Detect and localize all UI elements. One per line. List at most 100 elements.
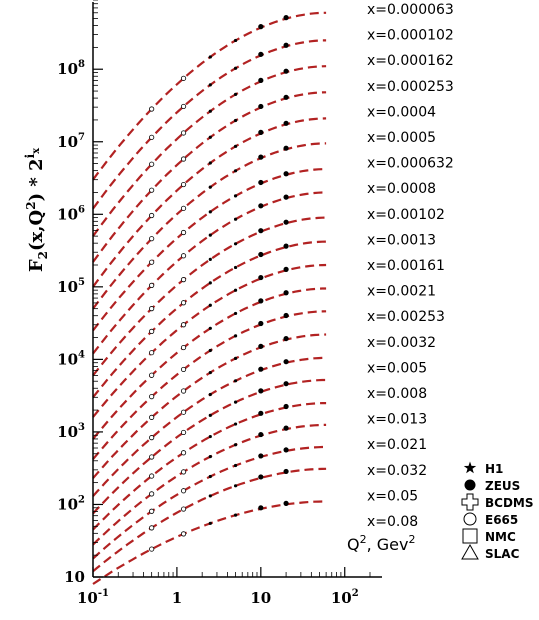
h1-point [208, 474, 212, 479]
legend-label: SLAC [485, 547, 520, 561]
zeus-point [258, 77, 264, 83]
e665-point [149, 508, 155, 514]
zeus-point [258, 51, 264, 57]
zeus-point [258, 154, 264, 160]
h1-point [208, 494, 212, 498]
legend-label: ZEUS [485, 479, 520, 493]
zeus-point [283, 266, 289, 272]
zeus-point [283, 145, 289, 151]
e665-point [149, 372, 155, 378]
curve-label: x=0.0013 [367, 232, 436, 248]
e665-point [180, 75, 187, 81]
e665-point [180, 469, 187, 475]
curve-label: x=0.05 [367, 488, 418, 504]
h1-point [233, 484, 238, 488]
h1-point [208, 413, 212, 417]
e665-point [180, 130, 187, 136]
e665-point [149, 491, 155, 497]
e665-point [149, 134, 155, 140]
h1-point [233, 92, 238, 97]
h1-point [208, 281, 212, 285]
y-tick-label: 10 [64, 568, 85, 586]
h1-point [208, 348, 212, 353]
h1-point [233, 217, 238, 221]
zeus-point [283, 335, 289, 342]
h1-point [208, 434, 212, 439]
e665-point [180, 429, 187, 436]
e665-point [180, 181, 187, 188]
h1-point [233, 288, 238, 292]
y-tick-label: 107 [57, 132, 85, 151]
zeus-point [258, 343, 264, 349]
zeus-point [283, 403, 289, 410]
zeus-point [258, 366, 264, 372]
curve-label: x=0.00102 [367, 207, 445, 223]
y-ticks: 10 102 103 104 105 106 107 108 [57, 0, 103, 586]
curve-label: x=0.000632 [367, 156, 454, 172]
zeus-point [283, 194, 289, 200]
h1-point [208, 109, 212, 113]
h1-point [233, 334, 238, 338]
zeus-point [258, 228, 264, 234]
e665-point [149, 394, 155, 400]
bcdms-marker-icon [461, 493, 479, 511]
y-tick-label: 104 [57, 349, 85, 368]
e665-point [180, 366, 187, 373]
curve-label: x=0.000102 [367, 28, 454, 44]
e665-point [149, 282, 155, 288]
zeus-point [283, 447, 289, 453]
e665-point [149, 328, 155, 334]
e665-point [180, 531, 187, 537]
h1-point [233, 144, 238, 148]
h1-point [208, 135, 212, 139]
h1-point [233, 38, 238, 43]
h1-point [233, 118, 238, 123]
e665-marker-icon [463, 512, 477, 526]
x-tick-label: 10-1 [77, 588, 109, 607]
y-tick-label: 105 [57, 277, 85, 296]
axes: 10 102 103 104 105 106 107 108 10-1 1 10 102 [57, 0, 382, 607]
e665-point [180, 205, 187, 211]
zeus-point [283, 359, 289, 365]
e665-point [149, 306, 155, 312]
model-curve [92, 240, 327, 398]
h1-point [208, 303, 212, 307]
zeus-point [258, 453, 264, 459]
curve-label: x=0.008 [367, 386, 427, 402]
curve-label: x=0.00161 [367, 258, 445, 274]
h1-point [208, 257, 212, 262]
x-tick-label: 102 [331, 588, 359, 607]
model-curve [92, 467, 327, 573]
e665-point [149, 414, 155, 420]
zeus-marker-icon [464, 479, 476, 491]
data-points [149, 15, 289, 552]
zeus-point [283, 468, 289, 475]
h1-point [233, 513, 238, 517]
h1-point [208, 210, 212, 214]
zeus-point [258, 274, 264, 281]
e665-point [149, 236, 155, 242]
zeus-point [283, 219, 289, 225]
h1-point [208, 83, 212, 87]
h1-point [208, 161, 212, 165]
h1-point [208, 233, 212, 237]
e665-point [149, 454, 155, 460]
h1-point [233, 194, 238, 198]
nmc-marker-icon [462, 528, 478, 544]
x-tick-label: 1 [172, 589, 182, 607]
zeus-point [258, 320, 264, 327]
curve-label: x=0.013 [367, 412, 427, 428]
zeus-point [258, 24, 264, 30]
e665-point [149, 259, 155, 265]
zeus-point [283, 15, 289, 21]
curve-label: x=0.08 [367, 514, 418, 530]
model-curve [92, 216, 327, 377]
zeus-point [283, 94, 289, 100]
zeus-point [258, 431, 264, 438]
y-tick-label: 108 [57, 59, 85, 78]
h1-point [233, 422, 238, 426]
zeus-point [258, 179, 264, 186]
curve-label: x=0.0004 [367, 104, 436, 120]
e665-point [149, 350, 155, 356]
